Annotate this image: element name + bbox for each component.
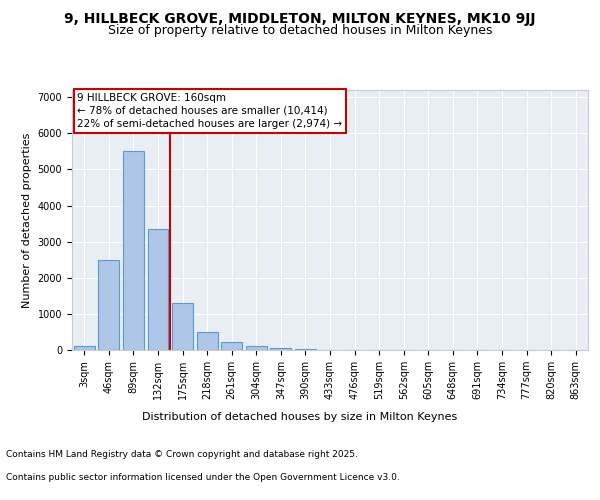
Text: 9, HILLBECK GROVE, MIDDLETON, MILTON KEYNES, MK10 9JJ: 9, HILLBECK GROVE, MIDDLETON, MILTON KEY… [64, 12, 536, 26]
Bar [74, 346, 95, 350]
Text: 9 HILLBECK GROVE: 160sqm
← 78% of detached houses are smaller (10,414)
22% of se: 9 HILLBECK GROVE: 160sqm ← 78% of detach… [77, 92, 342, 129]
Bar [98, 260, 119, 350]
Bar [148, 229, 169, 350]
Bar [172, 303, 193, 350]
Text: Size of property relative to detached houses in Milton Keynes: Size of property relative to detached ho… [108, 24, 492, 37]
Text: Distribution of detached houses by size in Milton Keynes: Distribution of detached houses by size … [142, 412, 458, 422]
Bar [221, 342, 242, 350]
Bar [197, 332, 218, 350]
Bar [246, 346, 267, 350]
Text: Contains public sector information licensed under the Open Government Licence v3: Contains public sector information licen… [6, 472, 400, 482]
Y-axis label: Number of detached properties: Number of detached properties [22, 132, 32, 308]
Bar [123, 152, 144, 350]
Bar [271, 348, 292, 350]
Text: Contains HM Land Registry data © Crown copyright and database right 2025.: Contains HM Land Registry data © Crown c… [6, 450, 358, 459]
